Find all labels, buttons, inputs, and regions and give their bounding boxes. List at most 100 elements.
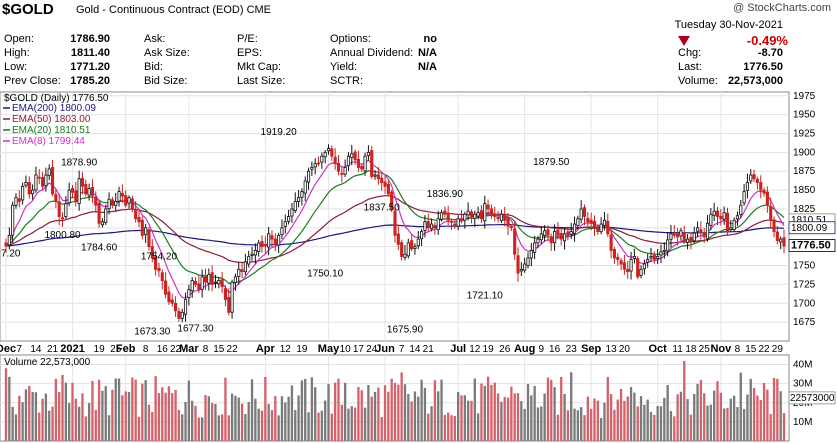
candle-body xyxy=(356,158,360,168)
volume-bar xyxy=(387,391,390,441)
candle-body xyxy=(110,199,114,206)
volume-bar xyxy=(77,406,81,441)
volume-title: Volume 22,573,000 xyxy=(4,357,91,368)
candle-body xyxy=(546,229,550,236)
volume-bar xyxy=(413,391,417,441)
volume-bar xyxy=(294,410,297,441)
candle-body xyxy=(513,228,517,255)
candle-body xyxy=(31,189,35,195)
candle-body xyxy=(400,242,404,257)
date-tick-label: 17 xyxy=(353,344,365,355)
volume-bar xyxy=(437,391,440,441)
options-label: Options: xyxy=(330,33,371,45)
candle-body xyxy=(336,162,341,172)
candle-body xyxy=(769,206,773,221)
ask-size-label: Ask Size: xyxy=(144,47,190,59)
date-tick-label: 29 xyxy=(772,344,784,355)
candle-body xyxy=(749,174,753,182)
volume-bar xyxy=(280,396,284,441)
low-label: Low: xyxy=(4,61,28,73)
volume-bar xyxy=(593,398,596,441)
legend-entry: EMA(200) 1800.09 xyxy=(12,103,96,114)
candle-body xyxy=(316,162,321,165)
price-tick-label: 1825 xyxy=(793,204,816,215)
candle-body xyxy=(519,268,523,272)
volume-bar xyxy=(244,414,247,441)
candle-body xyxy=(459,218,464,221)
candle-body xyxy=(193,280,198,285)
candle-body xyxy=(416,238,420,247)
volume-bar xyxy=(683,360,686,441)
left-edge-price-label: 7.20 xyxy=(1,248,21,259)
candle-body xyxy=(267,233,271,248)
volume-bar xyxy=(580,407,583,441)
volume-bar xyxy=(207,396,210,441)
volume-bar xyxy=(94,409,97,441)
volume-bar xyxy=(756,395,759,441)
date-tick-label: 22 xyxy=(758,344,770,355)
date-tick-label: 25 xyxy=(110,344,122,355)
price-tick-label: 1950 xyxy=(793,110,816,121)
bid-label: Bid: xyxy=(144,61,163,73)
volume-bar xyxy=(782,413,786,441)
volume-bar xyxy=(719,392,722,441)
candle-body xyxy=(689,236,693,242)
volume-bar xyxy=(520,401,523,441)
volume-bar xyxy=(599,417,603,441)
candle-body xyxy=(449,220,454,223)
date-tick-label: 16 xyxy=(549,344,561,355)
price-annotation: 1750.10 xyxy=(307,268,344,279)
candle-body xyxy=(426,220,430,229)
price-tag-box xyxy=(788,239,836,252)
volume-bar xyxy=(457,392,460,441)
volume-bar xyxy=(11,406,14,441)
date-tick-label: Jul xyxy=(450,343,466,355)
volume-bar xyxy=(114,378,117,441)
candle-body xyxy=(729,227,733,231)
candle-body xyxy=(117,191,121,202)
candle-body xyxy=(596,228,600,232)
candle-body xyxy=(27,182,31,195)
volume-bar xyxy=(184,401,187,441)
volume-bar xyxy=(51,406,54,441)
candle-body xyxy=(662,250,666,253)
candle-body xyxy=(779,238,783,243)
date-tick-label: 10 xyxy=(340,344,352,355)
volume-bar xyxy=(490,384,493,441)
volume-bar xyxy=(161,387,164,441)
volume-bar xyxy=(204,395,207,441)
price-candles xyxy=(4,144,786,323)
volume-bar xyxy=(749,378,752,441)
candle-body xyxy=(656,256,660,259)
candle-body xyxy=(775,231,779,242)
volume-bar xyxy=(466,400,470,441)
price-annotation: 1878.90 xyxy=(61,157,98,168)
candle-body xyxy=(41,177,45,187)
volume-bar xyxy=(639,396,643,441)
high-label: High: xyxy=(4,47,30,59)
volume-bar xyxy=(18,395,21,441)
candle-body xyxy=(612,248,616,259)
volume-bar xyxy=(224,377,227,441)
date-tick-label: 15 xyxy=(213,344,225,355)
price-tick-label: 1675 xyxy=(793,317,816,328)
candle-body xyxy=(4,242,8,247)
candle-body xyxy=(393,210,397,236)
candle-body xyxy=(592,220,597,229)
volume-bar xyxy=(127,391,131,441)
date-tick-label: 21 xyxy=(47,344,59,355)
volume-bar xyxy=(613,409,616,441)
volume-bar xyxy=(646,399,649,441)
volume-bar xyxy=(284,402,287,441)
volume-bar xyxy=(324,400,327,441)
volume-bar xyxy=(260,410,264,441)
volume-bar xyxy=(61,374,64,441)
price-annotation: 1879.50 xyxy=(533,157,570,168)
candle-body xyxy=(270,235,274,240)
volume-bar xyxy=(420,379,423,441)
volume-label: Volume: xyxy=(678,75,718,87)
candle-body xyxy=(74,190,78,202)
yield-label: Yield: xyxy=(330,61,358,73)
